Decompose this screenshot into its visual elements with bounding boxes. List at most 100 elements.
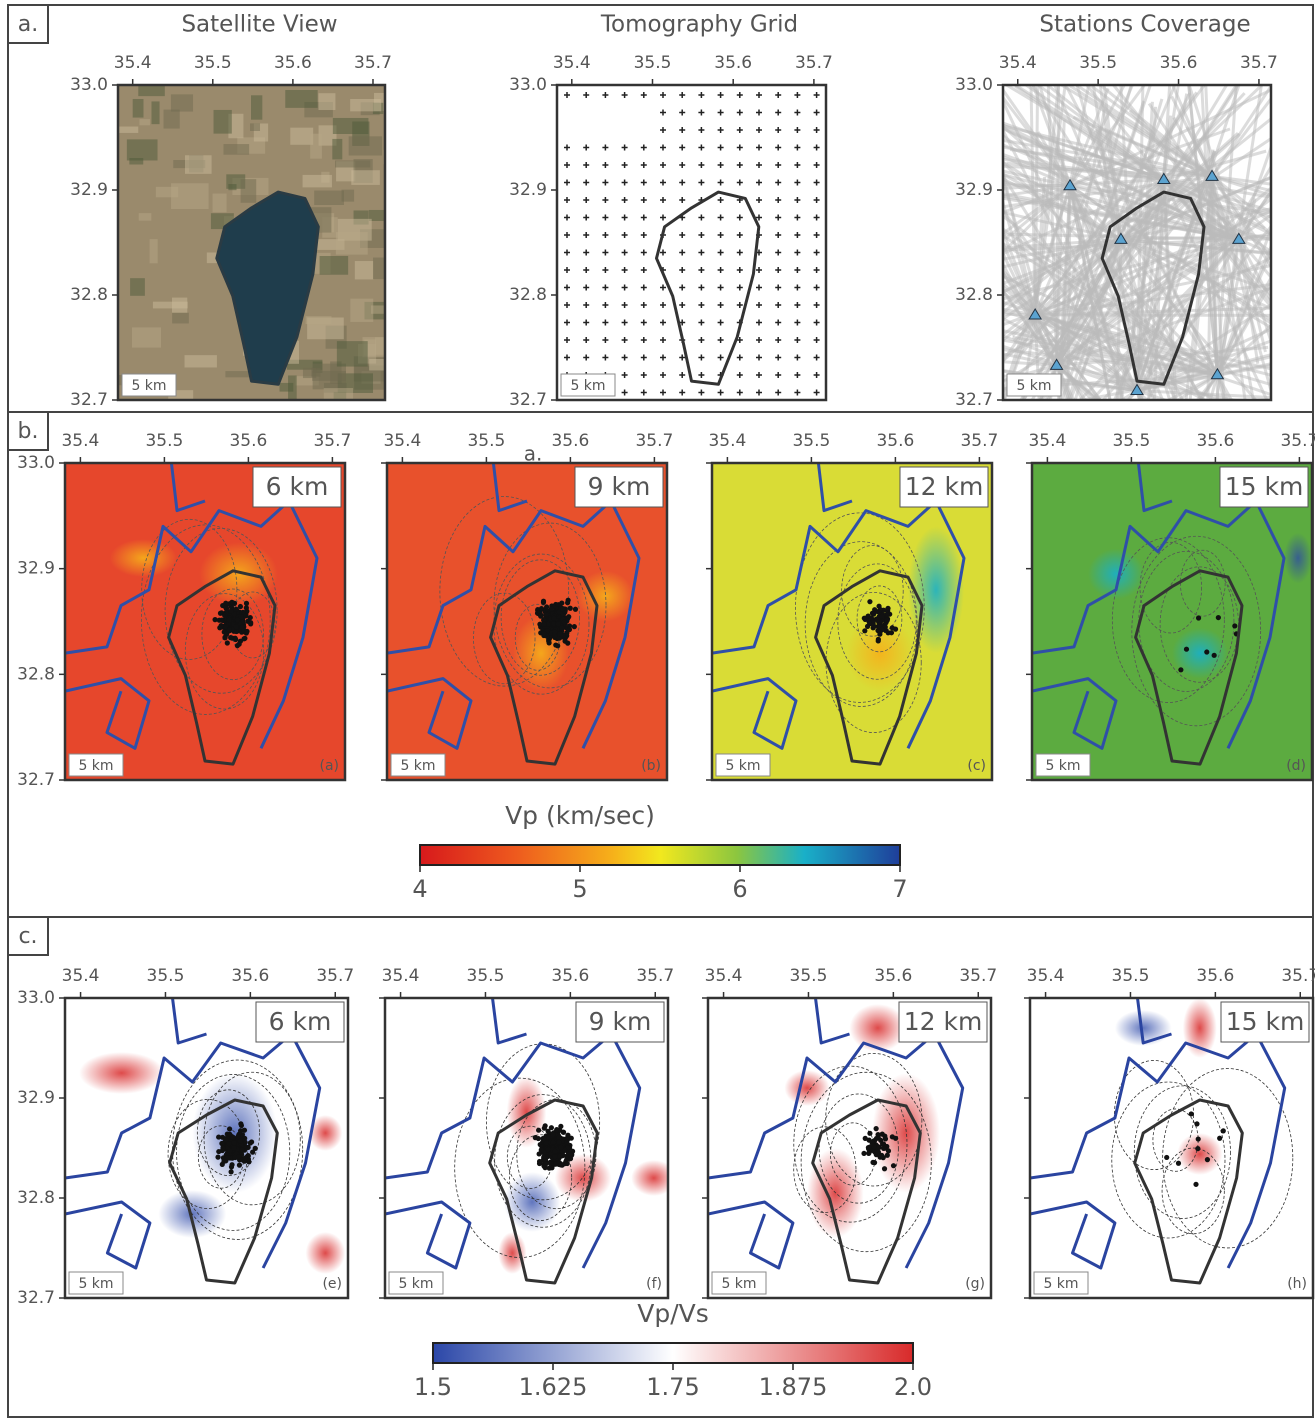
- event-dot: [884, 617, 890, 623]
- x-tick-label: 35.7: [960, 431, 998, 451]
- lake-outline: [489, 569, 599, 766]
- terrain: [290, 127, 314, 145]
- ray: [1136, 302, 1271, 392]
- event-dot: [229, 1162, 235, 1168]
- event-dot: [560, 606, 566, 612]
- terrain: [318, 125, 337, 146]
- event-dot: [552, 1148, 558, 1154]
- colorbar: [419, 844, 901, 866]
- ray: [1097, 85, 1213, 178]
- x-tick-label: 35.6: [714, 53, 752, 73]
- thin-contour: [500, 559, 580, 676]
- event-dot: [1217, 1135, 1223, 1141]
- stray-label: a.: [524, 442, 543, 466]
- event-dot: [862, 1135, 868, 1141]
- colorbar-tick-label: 7: [892, 875, 907, 903]
- anomaly: [908, 526, 964, 654]
- ray: [1055, 100, 1146, 366]
- event-dot: [871, 611, 877, 617]
- ray: [1003, 313, 1037, 342]
- event-dot: [555, 643, 561, 649]
- map-content: [387, 463, 667, 780]
- ray: [1003, 360, 1057, 367]
- event-dot: [237, 1138, 243, 1144]
- thin-contour: [1161, 1147, 1225, 1235]
- thin-contour: [1162, 1068, 1294, 1249]
- map-tag: (g): [965, 1276, 985, 1292]
- event-dot: [550, 1131, 556, 1138]
- map-frame: [116, 83, 387, 402]
- depth-label: 6 km: [269, 1007, 332, 1036]
- event-dot: [874, 617, 881, 623]
- x-tick-label: 35.5: [1079, 53, 1117, 73]
- y-tick-label: 32.7: [17, 1288, 55, 1308]
- thin-contour: [793, 1126, 857, 1213]
- event-dot: [568, 1152, 575, 1158]
- terrain: [228, 113, 244, 139]
- event-dot: [869, 1140, 875, 1146]
- event-dot: [862, 628, 868, 634]
- event-dot: [566, 614, 572, 620]
- event-dot: [558, 1144, 564, 1151]
- event-dot: [878, 1137, 884, 1143]
- terrain: [118, 126, 139, 133]
- ratio-bg: [708, 998, 991, 1298]
- colorbar-title: Vp (km/sec): [505, 801, 655, 830]
- y-tick-label: 33.0: [955, 75, 993, 95]
- event-dot: [565, 640, 571, 646]
- event-dot: [551, 621, 557, 627]
- event-dot: [541, 1125, 547, 1131]
- event-dot: [866, 1150, 872, 1156]
- event-dot: [216, 1134, 222, 1140]
- terrain: [335, 232, 368, 255]
- ray: [1003, 180, 1240, 241]
- contour-line: [387, 499, 641, 749]
- event-dot: [239, 624, 245, 630]
- terrain: [213, 109, 232, 134]
- depth-label: 6 km: [266, 472, 329, 501]
- thin-contour: [201, 588, 264, 681]
- x-tick-label: 35.4: [382, 966, 420, 986]
- terrain: [138, 85, 165, 97]
- map-frame: [555, 83, 828, 402]
- y-tick-label: 32.9: [509, 180, 547, 200]
- x-tick-label: 35.7: [316, 966, 354, 986]
- ray: [1119, 238, 1203, 400]
- x-tick-label: 35.4: [708, 431, 746, 451]
- event-dot: [544, 604, 550, 610]
- map-title: Stations Coverage: [1039, 12, 1250, 38]
- terrain: [251, 95, 263, 120]
- event-dot: [544, 628, 551, 634]
- x-tick-label: 35.5: [147, 966, 185, 986]
- event-dot: [228, 635, 234, 641]
- event-dot: [551, 615, 557, 621]
- ray: [1074, 373, 1218, 400]
- terrain: [350, 98, 382, 112]
- ray: [1003, 234, 1219, 377]
- map-content: [1003, 85, 1271, 400]
- event-dot: [250, 1149, 256, 1155]
- event-dot: [220, 1145, 226, 1151]
- map-frame: [63, 996, 350, 1300]
- event-dot: [875, 638, 881, 644]
- terrain: [319, 255, 349, 275]
- ray: [1128, 109, 1240, 241]
- terrain: [250, 123, 261, 131]
- thin-contour: [203, 1071, 301, 1206]
- terrain: [350, 298, 374, 322]
- anomaly: [109, 539, 177, 578]
- terrain: [348, 136, 383, 156]
- ray: [1003, 196, 1240, 241]
- x-tick-label: 35.4: [705, 966, 743, 986]
- thin-contour: [473, 592, 536, 685]
- event-dot: [243, 600, 250, 606]
- map: 5 km 35.4 35.5 35.6 35.7 12 km (c): [706, 431, 998, 782]
- event-dot: [225, 1154, 232, 1161]
- contour-line: [712, 677, 798, 750]
- event-dot: [536, 1158, 543, 1165]
- ray: [1003, 175, 1214, 363]
- panel-label-box: [7, 916, 49, 956]
- event-dot: [567, 605, 573, 611]
- ray: [1068, 178, 1166, 400]
- map-tag: (a): [319, 758, 339, 774]
